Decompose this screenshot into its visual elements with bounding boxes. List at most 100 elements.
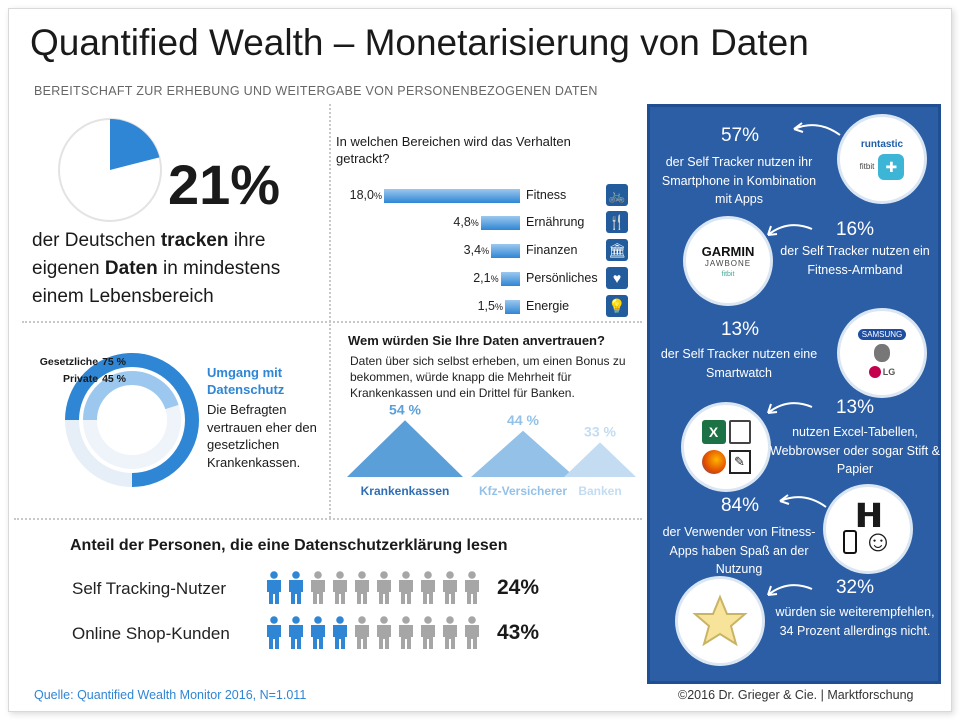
reading-row-percentage: 24% xyxy=(497,576,540,599)
jawbone-logo: JAWBONE xyxy=(704,259,752,268)
app-icon: ✚ xyxy=(878,153,905,180)
bank-icon: 🏛 xyxy=(606,239,628,261)
trust-value: 44 % xyxy=(507,412,539,428)
privacy-title-line1: Umgang mit xyxy=(207,365,283,380)
apps-logo-circle: runtastic fitbit ✚ xyxy=(840,117,924,201)
privacy-text: Die Befragten vertrauen eher den gesetzl… xyxy=(207,402,317,470)
smartwatch-logo-circle: SAMSUNG LG xyxy=(840,311,924,395)
lightbulb-icon: 💡 xyxy=(606,295,628,317)
reading-row-label: Self Tracking-Nutzer xyxy=(72,579,226,598)
legend-gesetzliche: Gesetzliche 75 % xyxy=(30,354,126,371)
reading-row-label: Online Shop-Kunden xyxy=(72,624,230,643)
area-value: 1,5 xyxy=(477,299,495,313)
ring-gesetzliche xyxy=(65,353,199,487)
headline-percentage: 21% xyxy=(168,153,281,216)
area-label: Persönliches xyxy=(526,271,598,285)
headline-text: der Deutschen tracken ihre eigenen Daten… xyxy=(32,227,332,311)
person-empty-icon xyxy=(421,571,435,604)
headline-text-bold2: Daten xyxy=(104,258,158,279)
area-row: 1,5% Energie 💡 xyxy=(336,295,636,319)
usage-panel: 57% der Self Tracker nutzen ihr Smartpho… xyxy=(647,104,941,684)
legend-label: Gesetzliche xyxy=(39,356,99,368)
person-empty-icon xyxy=(355,616,369,649)
page-subtitle: BEREITSCHAFT ZUR ERHEBUNG UND WEITERGABE… xyxy=(34,84,598,98)
spreadsheet-icon xyxy=(728,420,751,445)
reading-title: Anteil der Personen, die eine Datenschut… xyxy=(70,537,508,554)
person-empty-icon xyxy=(421,616,435,649)
panel-text-4: nutzen Excel-Tabellen, Webbrowser oder s… xyxy=(770,425,940,476)
person-empty-icon xyxy=(443,616,457,649)
legend-value: 75 % xyxy=(102,356,126,368)
area-label: Ernährung xyxy=(526,215,585,229)
area-unit: % xyxy=(481,246,490,256)
person-empty-icon xyxy=(399,571,413,604)
garmin-logo: GARMIN xyxy=(701,244,755,259)
person-empty-icon xyxy=(377,571,391,604)
reading-pictogram xyxy=(264,571,482,605)
ring-private xyxy=(83,371,179,421)
apple-logo xyxy=(874,343,890,362)
trust-label: Banken xyxy=(578,484,621,498)
smiley-icon: ☺ xyxy=(862,524,894,558)
areas-question: In welchen Bereichen wird das Verhalten … xyxy=(336,134,571,166)
trust-label: Kfz-Versicherer xyxy=(479,484,567,498)
privacy-ring-chart xyxy=(65,353,199,487)
star-icon xyxy=(692,594,748,647)
area-value-label: 4,8% xyxy=(453,215,478,229)
area-unit: % xyxy=(373,191,382,201)
panel-pct-1: 57% xyxy=(720,125,760,146)
headline-text-mid: ihre eigenen xyxy=(32,230,266,279)
area-value-label: 2,1% xyxy=(473,271,498,285)
legend-label: Private xyxy=(63,373,99,385)
fitbit-logo: fitbit xyxy=(721,271,735,278)
area-unit: % xyxy=(470,218,479,228)
lg-logo: LG xyxy=(882,366,896,377)
person-filled-icon xyxy=(289,616,303,649)
panel-text-3: der Self Tracker nutzen eine Smartwatch xyxy=(660,347,818,380)
trust-text: Daten über sich selbst erheben, um einen… xyxy=(350,354,626,400)
samsung-logo: SAMSUNG xyxy=(857,328,907,340)
reading-pictogram xyxy=(264,616,482,650)
fork-knife-icon: 🍴 xyxy=(606,211,628,233)
area-label: Fitness xyxy=(526,188,567,202)
person-empty-icon xyxy=(399,616,413,649)
person-filled-icon xyxy=(333,616,347,649)
runtastic-logo: runtastic xyxy=(860,138,904,150)
excel-icon: X xyxy=(701,420,726,445)
panel-text-2: der Self Tracker nutzen ein Fitness-Armb… xyxy=(780,244,930,277)
person-empty-icon xyxy=(333,571,347,604)
privacy-title-line2: Datenschutz xyxy=(207,382,285,397)
area-label: Finanzen xyxy=(526,243,578,257)
area-row: 4,8% Ernährung 🍴 xyxy=(336,211,636,235)
area-value-label: 18,0% xyxy=(350,188,382,202)
heart-icon: ♥ xyxy=(606,267,628,289)
divider-lower xyxy=(14,518,642,520)
firefox-icon xyxy=(701,449,726,474)
panel-pct-6: 32% xyxy=(835,577,875,598)
footer-source: Quelle: Quantified Wealth Monitor 2016, … xyxy=(34,688,307,702)
headline-text-post: in mindestens einem Lebensbereich xyxy=(32,258,281,307)
notepad-icon: ✎ xyxy=(728,449,751,474)
divider-mid xyxy=(22,321,642,323)
dumbbell-icon: ▐━▌ xyxy=(850,503,887,526)
legend-private: Private 45 % xyxy=(30,371,126,388)
panel-text-5: der Verwender von Fitness-Apps haben Spa… xyxy=(662,525,816,576)
area-row: 3,4% Finanzen 🏛 xyxy=(336,239,636,263)
trust-question: Wem würden Sie Ihre Daten anvertrauen? xyxy=(348,333,605,348)
area-bar xyxy=(384,189,520,203)
area-value-label: 1,5% xyxy=(478,299,503,313)
arrow-icon xyxy=(767,402,813,414)
panel-pct-4: 13% xyxy=(835,397,875,418)
arrow-icon xyxy=(793,122,841,136)
area-label: Energie xyxy=(526,299,570,313)
area-value-label: 3,4% xyxy=(464,243,489,257)
arrow-icon xyxy=(779,494,827,508)
bicycle-icon: 🚲 xyxy=(606,184,628,206)
reading-row-percentage: 43% xyxy=(497,621,540,644)
privacy-legend: Gesetzliche 75 % Private 45 % xyxy=(30,354,126,388)
panel-text-6: würden sie weiterempfehlen, 34 Prozent a… xyxy=(775,605,935,638)
area-row: 2,1% Persönliches ♥ xyxy=(336,267,636,291)
star-circle xyxy=(678,579,762,663)
area-row: 18,0% Fitness 🚲 xyxy=(336,184,636,208)
area-bar xyxy=(500,272,520,286)
